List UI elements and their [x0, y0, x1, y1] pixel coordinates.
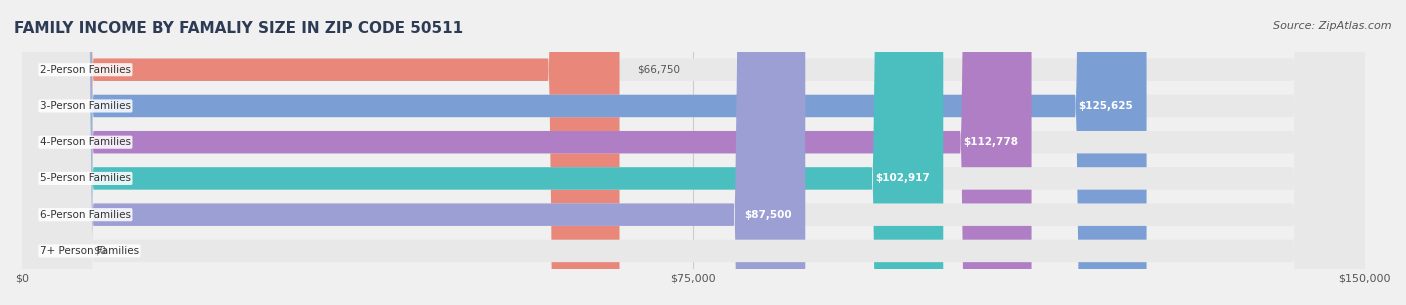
Text: $112,778: $112,778 [963, 137, 1018, 147]
FancyBboxPatch shape [22, 0, 620, 305]
Text: $0: $0 [94, 246, 107, 256]
FancyBboxPatch shape [22, 0, 943, 305]
FancyBboxPatch shape [22, 0, 806, 305]
Text: $87,500: $87,500 [744, 210, 792, 220]
FancyBboxPatch shape [22, 0, 1146, 305]
Text: $66,750: $66,750 [637, 65, 681, 75]
Text: 7+ Person Families: 7+ Person Families [39, 246, 139, 256]
Text: 2-Person Families: 2-Person Families [39, 65, 131, 75]
Text: Source: ZipAtlas.com: Source: ZipAtlas.com [1274, 21, 1392, 31]
Text: $102,917: $102,917 [875, 174, 929, 183]
FancyBboxPatch shape [22, 0, 1365, 305]
FancyBboxPatch shape [22, 0, 1365, 305]
Text: 4-Person Families: 4-Person Families [39, 137, 131, 147]
FancyBboxPatch shape [22, 0, 1032, 305]
FancyBboxPatch shape [22, 0, 1365, 305]
Text: $125,625: $125,625 [1078, 101, 1133, 111]
FancyBboxPatch shape [22, 0, 1365, 305]
Text: 6-Person Families: 6-Person Families [39, 210, 131, 220]
Text: FAMILY INCOME BY FAMALIY SIZE IN ZIP CODE 50511: FAMILY INCOME BY FAMALIY SIZE IN ZIP COD… [14, 21, 463, 36]
FancyBboxPatch shape [22, 0, 1365, 305]
FancyBboxPatch shape [22, 0, 1365, 305]
Text: 5-Person Families: 5-Person Families [39, 174, 131, 183]
Text: 3-Person Families: 3-Person Families [39, 101, 131, 111]
